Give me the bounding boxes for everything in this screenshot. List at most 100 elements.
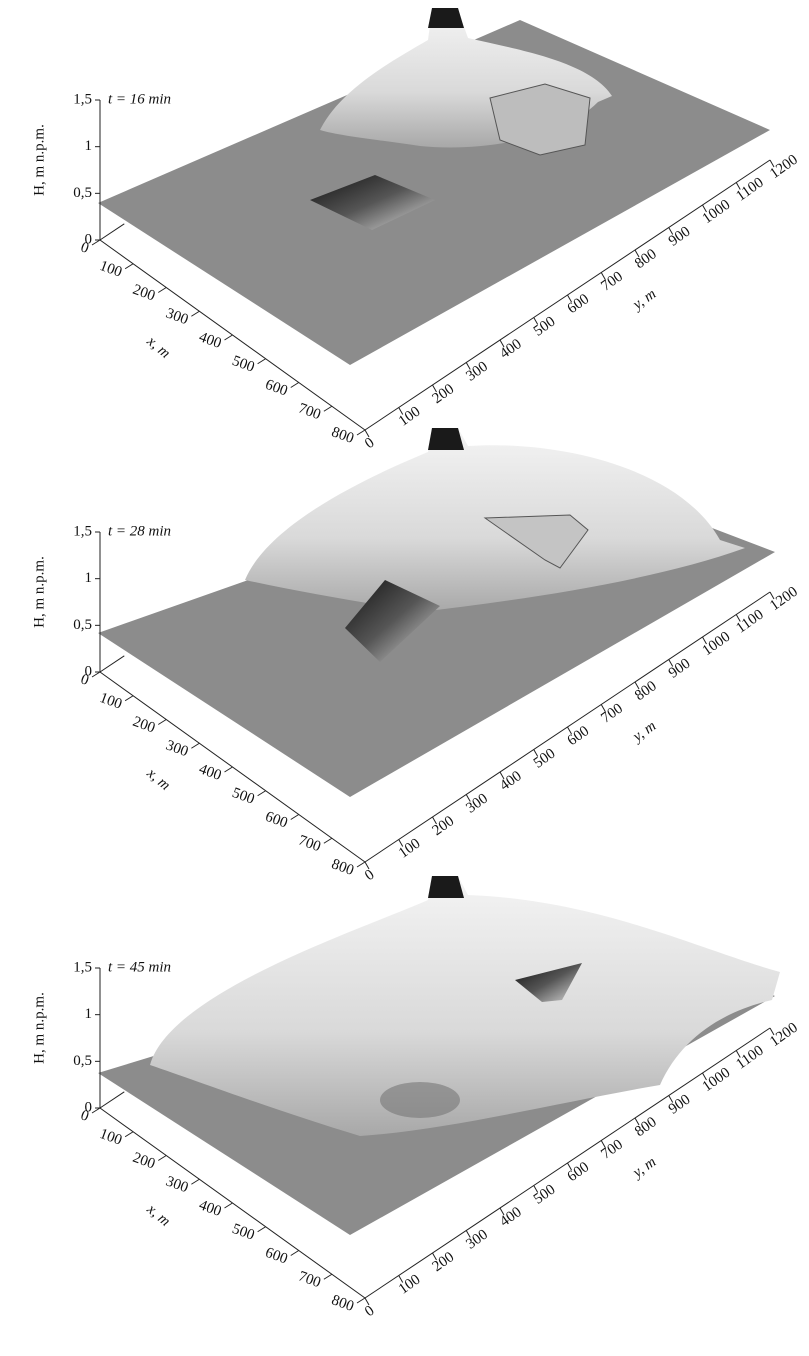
y-tick-label: 500: [531, 314, 559, 340]
x-tick-label: 0: [78, 671, 91, 689]
y-tick-label: 100: [396, 1272, 424, 1298]
x-tick-label: 600: [263, 809, 290, 832]
y-tick-label: 300: [463, 791, 491, 817]
x-tick-label: 800: [329, 424, 356, 447]
x-tick-label: 200: [131, 282, 158, 305]
x-tick-label: 600: [263, 1245, 290, 1268]
y-tick-label: 0: [362, 867, 377, 884]
z-tick-label: 1,5: [73, 91, 92, 107]
x-tick: [324, 1274, 332, 1279]
x-tick: [92, 240, 100, 245]
z-tick-label: 0,5: [73, 185, 92, 201]
x-tick-label: 300: [164, 1174, 191, 1197]
x-tick-label: 800: [329, 856, 356, 879]
y-tick-label: 300: [463, 1227, 491, 1253]
x-tick-label: 800: [329, 1292, 356, 1315]
z-tick-label: 0,5: [73, 1053, 92, 1069]
y-tick-label: 1200: [767, 584, 801, 614]
y-tick-label: 400: [497, 768, 525, 794]
y-tick-label: 700: [598, 1137, 626, 1163]
y-tick-label: 400: [497, 1204, 525, 1230]
x-tick: [92, 1108, 100, 1113]
x-tick-label: 400: [197, 1197, 224, 1220]
x-tick: [324, 838, 332, 843]
y-tick-label: 600: [565, 1159, 593, 1185]
x-tick: [357, 430, 365, 435]
x-tick: [258, 359, 266, 364]
y-tick-label: 200: [430, 1249, 458, 1275]
x-tick-label: 500: [230, 1221, 257, 1244]
y-tick-label: 1100: [733, 607, 766, 637]
y-tick-label: 400: [497, 336, 525, 362]
y-axis-label: y, m: [629, 718, 660, 746]
x-tick: [191, 311, 199, 316]
z-tick-label: 1: [85, 570, 93, 586]
x-tick: [125, 264, 133, 269]
x-tick: [258, 1227, 266, 1232]
y-tick-label: 500: [531, 746, 559, 772]
x-tick: [225, 1203, 233, 1208]
y-tick-label: 900: [666, 1092, 694, 1118]
x-tick-label: 500: [230, 353, 257, 376]
z-tick-label: 1,5: [73, 523, 92, 539]
x-tick: [125, 696, 133, 701]
figure: 00,511,501002003004005006007008000100200…: [0, 0, 809, 1351]
x-tick-label: 300: [164, 738, 191, 761]
y-tick-label: 1200: [767, 1020, 801, 1050]
x-tick-label: 100: [97, 1126, 124, 1149]
x-tick-label: 200: [131, 714, 158, 737]
y-tick-label: 800: [632, 246, 660, 272]
x-tick: [225, 767, 233, 772]
y-tick-label: 1100: [733, 175, 766, 205]
x-tick: [92, 672, 100, 677]
z-tick-label: 1: [85, 1006, 93, 1022]
y-tick-label: 600: [565, 291, 593, 317]
x-tick: [191, 1179, 199, 1184]
panel-title: t = 16 min: [108, 91, 171, 107]
surface-3: [98, 876, 780, 1235]
z-tick-label: 1,5: [73, 959, 92, 975]
y-tick-label: 100: [396, 836, 424, 862]
x-axis-label: x, m: [143, 333, 173, 362]
x-tick: [225, 335, 233, 340]
panel-title: t = 45 min: [108, 959, 171, 975]
x-tick: [125, 1132, 133, 1137]
y-tick-label: 0: [362, 1303, 377, 1320]
x-axis-label: x, m: [143, 765, 173, 794]
panel-title: t = 28 min: [108, 523, 171, 539]
x-tick: [291, 1251, 299, 1256]
x-tick-label: 300: [164, 306, 191, 329]
x-tick-label: 0: [78, 239, 91, 257]
y-tick-label: 700: [598, 701, 626, 727]
y-tick-label: 300: [463, 359, 491, 385]
y-tick-label: 1000: [700, 197, 734, 227]
y-tick-label: 900: [666, 224, 694, 250]
z-tick-label: 1: [85, 138, 93, 154]
y-tick-label: 900: [666, 656, 694, 682]
y-tick-label: 800: [632, 678, 660, 704]
y-axis-label: y, m: [629, 1154, 660, 1182]
y-tick-label: 1200: [767, 152, 801, 182]
x-tick: [357, 1298, 365, 1303]
x-tick-label: 700: [296, 1269, 323, 1292]
z-tick-label: 0,5: [73, 617, 92, 633]
x-tick-label: 600: [263, 377, 290, 400]
x-tick-label: 100: [97, 690, 124, 713]
y-tick-label: 200: [430, 381, 458, 407]
y-tick-label: 800: [632, 1114, 660, 1140]
y-tick-label: 200: [430, 813, 458, 839]
x-tick-label: 700: [296, 401, 323, 424]
x-tick: [158, 288, 166, 293]
x-tick: [291, 383, 299, 388]
z-axis-label: H, m n.p.m.: [31, 556, 47, 628]
y-tick-label: 1000: [700, 1065, 734, 1095]
y-tick-label: 1000: [700, 629, 734, 659]
z-axis-label: H, m n.p.m.: [31, 124, 47, 196]
x-tick: [258, 791, 266, 796]
x-tick-label: 0: [78, 1107, 91, 1125]
y-tick-label: 1100: [733, 1043, 766, 1073]
x-tick: [324, 406, 332, 411]
x-tick: [357, 862, 365, 867]
y-tick-label: 100: [396, 404, 424, 430]
x-tick: [291, 815, 299, 820]
